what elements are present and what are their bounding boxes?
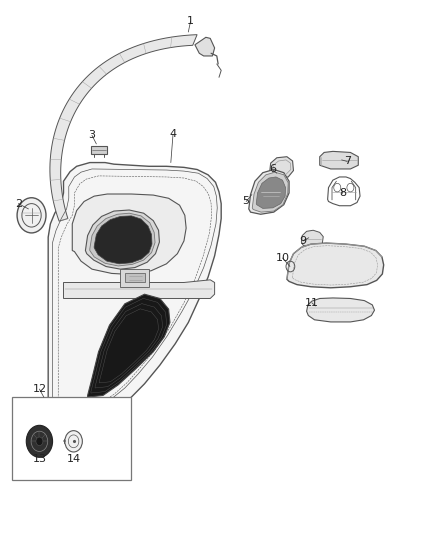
Polygon shape <box>320 151 358 169</box>
Polygon shape <box>195 37 215 56</box>
Ellipse shape <box>17 198 46 233</box>
Text: 5: 5 <box>243 197 250 206</box>
Polygon shape <box>269 157 293 178</box>
Text: 3: 3 <box>88 131 95 140</box>
Text: 8: 8 <box>339 189 346 198</box>
Text: 10: 10 <box>276 253 290 263</box>
Polygon shape <box>125 273 145 282</box>
FancyBboxPatch shape <box>12 397 131 480</box>
Polygon shape <box>249 169 289 214</box>
Text: 11: 11 <box>305 298 319 308</box>
Text: 14: 14 <box>67 455 81 464</box>
Polygon shape <box>256 177 286 208</box>
Polygon shape <box>88 294 170 397</box>
Polygon shape <box>50 35 197 221</box>
Ellipse shape <box>36 437 43 446</box>
Polygon shape <box>287 243 384 288</box>
Text: 9: 9 <box>300 236 307 246</box>
Ellipse shape <box>65 431 82 452</box>
Polygon shape <box>94 216 152 264</box>
Text: 7: 7 <box>344 157 351 166</box>
Text: 13: 13 <box>32 455 46 464</box>
Polygon shape <box>90 213 155 266</box>
Polygon shape <box>120 269 149 287</box>
Text: 1: 1 <box>187 17 194 26</box>
Polygon shape <box>72 194 186 274</box>
Polygon shape <box>301 230 323 248</box>
Polygon shape <box>252 172 288 212</box>
Ellipse shape <box>26 425 53 457</box>
Text: 6: 6 <box>269 165 276 174</box>
Polygon shape <box>48 163 221 418</box>
Text: 12: 12 <box>32 384 46 394</box>
Text: 2: 2 <box>15 199 22 208</box>
Polygon shape <box>91 146 107 154</box>
Polygon shape <box>64 280 215 298</box>
Polygon shape <box>307 298 374 322</box>
Text: 4: 4 <box>170 130 177 139</box>
Polygon shape <box>85 210 159 269</box>
